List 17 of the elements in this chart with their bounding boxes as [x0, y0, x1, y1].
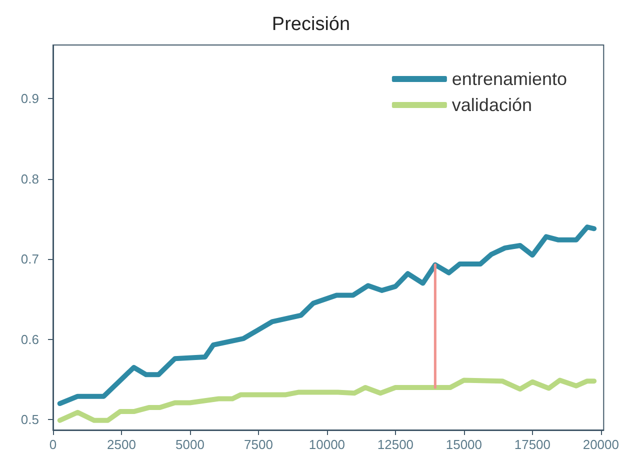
- x-tick-label: 10000: [308, 437, 346, 452]
- x-tick-label: 5000: [176, 437, 204, 452]
- x-tick-label: 12500: [377, 437, 414, 452]
- y-tick-label: 0.5: [20, 412, 39, 428]
- x-tick-label: 20000: [582, 437, 620, 452]
- y-tick-label: 0.9: [20, 91, 39, 106]
- y-tick-label: 0.7: [20, 252, 39, 267]
- y-tick-label: 0.6: [20, 332, 39, 347]
- x-tick-label: 15000: [446, 437, 482, 452]
- x-tick-label: 2500: [107, 437, 136, 452]
- x-tick-label: 17500: [514, 437, 551, 452]
- x-tick-label: 0: [49, 437, 57, 452]
- x-tick-label: 7500: [244, 437, 273, 452]
- y-tick-label: 0.8: [20, 171, 39, 186]
- chart-title: Precisión: [272, 14, 350, 35]
- legend-label: validación: [452, 95, 532, 115]
- legend-label: entrenamiento: [452, 69, 568, 89]
